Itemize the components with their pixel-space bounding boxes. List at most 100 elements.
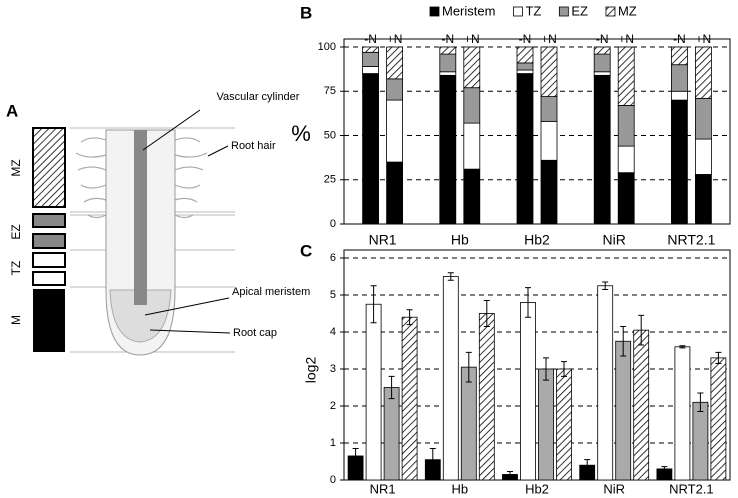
x-group-label: NR1 (369, 232, 397, 248)
bar-segment (593, 53, 611, 73)
error-bar (447, 272, 454, 281)
bar-segment (671, 99, 688, 225)
zone-tz (32, 252, 66, 268)
y-tick-label: 1 (330, 437, 336, 449)
x-tick-label: Hb2 (525, 481, 549, 496)
error-bar (465, 351, 472, 383)
bar (538, 368, 554, 481)
bar-segment (540, 159, 558, 225)
error-bar (715, 351, 722, 364)
bar (633, 329, 650, 481)
bar-segment (439, 71, 457, 76)
bar-segment (540, 96, 558, 122)
annotation: Root cap (233, 327, 277, 339)
zone-label: TZ (9, 261, 23, 276)
bar-segment (463, 168, 481, 225)
bar-segment (386, 78, 404, 101)
error-bar (429, 448, 436, 472)
bar-segment (362, 51, 380, 67)
annotation: Vascular cylinder (217, 91, 300, 103)
bar (442, 276, 459, 481)
legend-swatch (513, 6, 523, 17)
x-tick-label: +N (464, 32, 480, 46)
bar-segment (617, 145, 635, 174)
x-tick-label: +N (696, 32, 712, 46)
x-tick-label: NiR (603, 481, 625, 496)
y-tick-label: 100 (318, 41, 336, 53)
bar-segment (516, 73, 534, 225)
bar-segment (695, 46, 712, 99)
plot-frame (343, 38, 731, 225)
root-meristem (109, 289, 172, 343)
x-tick-label: +N (618, 32, 634, 46)
y-axis-label: % (291, 121, 311, 146)
vascular-cylinder (134, 130, 147, 305)
bar-segment (593, 74, 611, 225)
legend-swatch (558, 6, 569, 17)
bar-segment (593, 71, 611, 76)
error-bar (602, 281, 609, 290)
zone-label: M (9, 315, 23, 325)
x-tick-label: -N (596, 32, 609, 46)
bar-segment (362, 46, 380, 53)
bar-segment (695, 138, 712, 175)
error-bar (584, 459, 591, 472)
legend-swatch (429, 6, 440, 17)
x-group-label: NiR (603, 232, 626, 248)
x-tick-label: NRT2.1 (669, 481, 714, 496)
bar (401, 316, 418, 481)
x-group-label: Hb2 (524, 232, 550, 248)
y-tick-label: 4 (330, 326, 336, 338)
bar-segment (463, 46, 481, 89)
bar-segment (386, 99, 404, 163)
bar-segment (540, 120, 558, 161)
zone-label: MZ (9, 159, 23, 176)
x-tick-label: -N (673, 32, 686, 46)
bar-segment (439, 46, 457, 55)
legend-label: MZ (618, 3, 637, 18)
y-axis-label: log2 (303, 357, 319, 384)
bar-segment (362, 66, 380, 74)
error-bar (638, 314, 645, 346)
zone-label: EZ (9, 224, 23, 239)
x-tick-label: Hb (451, 481, 468, 496)
bar-segment (695, 174, 712, 225)
bar-segment (362, 73, 380, 225)
error-bar (661, 466, 668, 472)
y-tick-label: 75 (324, 85, 336, 97)
bar-segment (386, 161, 404, 225)
root-hairs (75, 137, 208, 219)
legend-swatch (605, 6, 616, 17)
x-tick-label: -N (519, 32, 532, 46)
error-bar (543, 357, 549, 381)
bar (520, 301, 536, 481)
bar (692, 401, 709, 481)
error-bar (483, 300, 490, 327)
bar-segment (439, 53, 457, 73)
x-group-label: Hb (451, 232, 469, 248)
bar-segment (617, 105, 635, 147)
bar-segment (439, 74, 457, 225)
bar-segment (671, 64, 688, 92)
x-group-label: NRT2.1 (667, 232, 715, 248)
zone-ez (32, 233, 66, 249)
zone-ez (32, 213, 66, 228)
x-tick-label: NR1 (370, 481, 396, 496)
bar-segment (671, 46, 688, 66)
panel-a: A MZ EZ TZ M Vascular cylinder Root hair… (6, 91, 310, 356)
error-bar (561, 361, 567, 377)
annotation: Apical meristem (232, 286, 310, 298)
legend-label: EZ (571, 3, 588, 18)
bar (365, 303, 382, 481)
y-tick-label: 3 (330, 363, 336, 375)
bar (460, 366, 477, 481)
bar-segment (516, 62, 534, 71)
error-bar (388, 375, 395, 400)
legend-label: Meristem (442, 3, 495, 18)
zone-m (33, 289, 65, 352)
x-tick-label: +N (541, 32, 557, 46)
x-tick-label: -N (441, 32, 454, 46)
error-bar (620, 325, 627, 357)
bar-segment (695, 97, 712, 140)
